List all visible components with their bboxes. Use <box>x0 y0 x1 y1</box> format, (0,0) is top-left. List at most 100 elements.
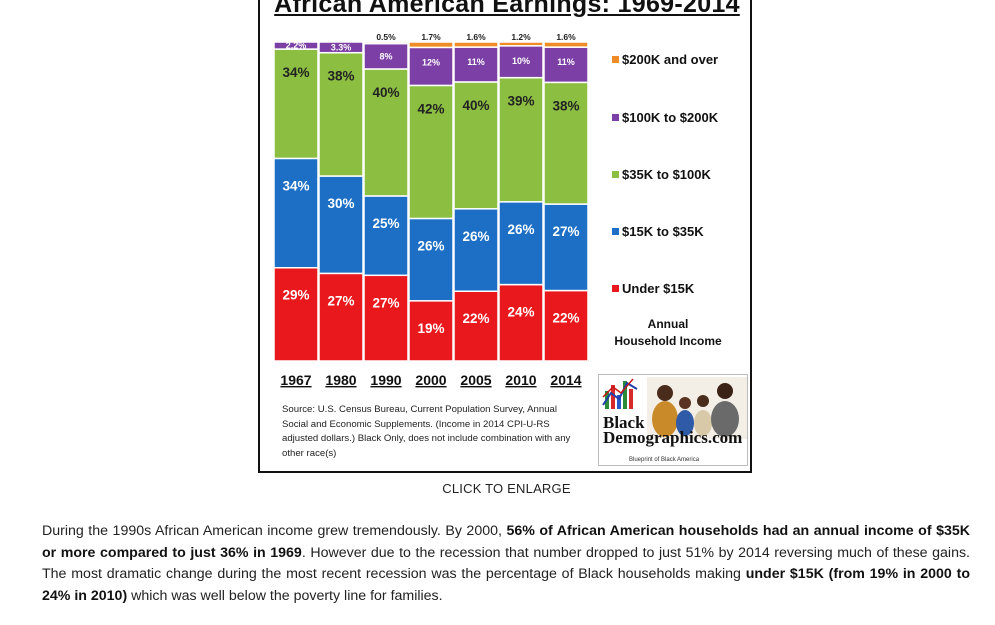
data-label-1967-3: 2.2% <box>286 41 307 51</box>
bar-segment-2014-1 <box>543 203 589 292</box>
legend-label: $15K to $35K <box>622 224 704 239</box>
bar-segment-2010-4 <box>498 41 544 47</box>
bar-segment-1967-1 <box>273 157 319 269</box>
paragraph-text-3: which was well below the poverty line fo… <box>127 587 443 604</box>
bar-segment-2000-4 <box>408 41 454 49</box>
logo-tagline: Blueprint of Black America <box>629 457 700 463</box>
data-label-2005-1: 26% <box>462 229 489 244</box>
data-label-1967-2: 34% <box>282 65 309 80</box>
bar-segment-2000-0 <box>408 300 454 362</box>
legend-item-35k-100k: $35K to $100K <box>612 167 711 182</box>
legend-swatch <box>612 228 619 235</box>
data-label-1980-1: 30% <box>327 196 354 211</box>
bar-segment-2000-2 <box>408 84 454 220</box>
logo-wordmark: Black Demographics.com <box>603 413 747 447</box>
data-label-2000-3: 12% <box>422 57 440 67</box>
paragraph-bold-1: 56% of African American households had a… <box>42 523 970 561</box>
data-label-2005-0: 22% <box>462 311 489 326</box>
paragraph-text-2: . However due to the recession that numb… <box>42 544 970 583</box>
data-label-2014-1: 27% <box>552 224 579 239</box>
data-label-2014-4: 1.6% <box>556 32 576 42</box>
data-label-1980-0: 27% <box>327 293 354 308</box>
bar-segment-1990-1 <box>363 195 409 277</box>
legend-caption-line2: Household Income <box>614 334 722 348</box>
bar-segment-2005-1 <box>453 208 499 292</box>
x-tick-label-2014: 2014 <box>550 372 581 388</box>
data-label-2010-4: 1.2% <box>511 32 531 42</box>
data-label-2000-2: 42% <box>417 101 444 116</box>
legend-label: $200K and over <box>622 52 719 67</box>
chart-figure[interactable]: African American Earnings: 1969-2014 29%… <box>258 0 752 473</box>
mini-chart-icon <box>602 378 638 409</box>
bar-segment-1990-2 <box>363 68 409 197</box>
data-label-1990-0: 27% <box>372 295 399 310</box>
data-label-1990-2: 40% <box>372 85 399 100</box>
black-demographics-logo[interactable]: Black Demographics.com Blueprint of Blac… <box>598 374 748 466</box>
bar-segment-1980-2 <box>318 51 364 177</box>
bar-segment-2010-1 <box>498 201 544 286</box>
data-label-2000-1: 26% <box>417 238 444 253</box>
chart-title: African American Earnings: 1969-2014 <box>274 0 740 18</box>
article-paragraph: During the 1990s African American income… <box>42 521 970 607</box>
bar-segment-1967-3 <box>273 41 319 50</box>
legend-item-under-15k: Under $15K <box>612 281 694 296</box>
paragraph-bold-2: under $15K (from 19% in 2000 to 24% in 2… <box>42 566 971 604</box>
bar-segment-1990-3 <box>363 42 409 70</box>
bar-segment-2005-4 <box>453 41 499 48</box>
bar-segment-2014-0 <box>543 289 589 362</box>
bar-segment-1967-2 <box>273 48 319 160</box>
source-note: Source: U.S. Census Bureau, Current Popu… <box>282 404 571 459</box>
legend-swatch <box>612 56 619 63</box>
bar-segment-2005-3 <box>453 46 499 83</box>
data-label-2014-0: 22% <box>552 311 579 326</box>
data-label-2005-3: 11% <box>467 57 485 67</box>
data-label-2005-2: 40% <box>462 98 489 113</box>
legend-label: $100K to $200K <box>622 110 719 125</box>
logo-line1: Black <box>603 413 645 432</box>
legend-caption-line1: Annual <box>647 317 689 331</box>
x-tick-label-1990: 1990 <box>370 372 401 388</box>
data-label-2014-2: 38% <box>552 98 579 113</box>
legend-label: $35K to $100K <box>622 167 711 182</box>
data-label-2010-2: 39% <box>507 94 534 109</box>
bar-segment-1990-0 <box>363 274 409 362</box>
family-photo-icon <box>647 377 747 439</box>
legend-swatch <box>612 285 619 292</box>
data-label-1990-3: 8% <box>379 51 392 61</box>
data-label-1980-3: 3.3% <box>331 42 352 52</box>
logo-graphic <box>602 377 747 439</box>
data-label-2010-3: 10% <box>512 56 530 66</box>
bar-segment-1980-1 <box>318 175 364 275</box>
x-tick-label-2000: 2000 <box>415 372 446 388</box>
data-label-2010-1: 26% <box>507 222 534 237</box>
bar-segment-2010-3 <box>498 45 544 79</box>
legend-swatch <box>612 114 619 121</box>
legend-swatch <box>612 171 619 178</box>
data-label-2000-4: 1.7% <box>421 32 441 42</box>
bar-segment-1980-0 <box>318 272 364 362</box>
stacked-bar-chart: 29% 34% 34% 2.2% 1967 27% 30% 38% 3.3% 1980 27% 25%… <box>273 32 589 388</box>
bar-segment-1980-3 <box>318 41 364 54</box>
click-to-enlarge-link[interactable]: CLICK TO ENLARGE <box>442 481 571 496</box>
data-label-1990-1: 25% <box>372 216 399 231</box>
bar-segment-2014-4 <box>543 41 589 48</box>
x-tick-label-2005: 2005 <box>460 372 491 388</box>
legend-caption: Annual Household Income <box>600 316 736 350</box>
data-label-1967-1: 34% <box>282 178 309 193</box>
x-tick-label-1980: 1980 <box>325 372 356 388</box>
data-label-2010-0: 24% <box>507 305 534 320</box>
bar-segment-1967-0 <box>273 266 319 362</box>
data-label-2005-4: 1.6% <box>466 32 486 42</box>
data-label-1967-0: 29% <box>282 288 309 303</box>
bar-segment-2014-2 <box>543 81 589 205</box>
bar-segment-2005-0 <box>453 290 499 362</box>
bar-segment-2000-3 <box>408 46 454 87</box>
bar-segment-2010-0 <box>498 283 544 362</box>
bar-segment-1990-4 <box>363 41 409 45</box>
legend-item-200k-over: $200K and over <box>612 52 718 67</box>
data-label-1990-4: 0.5% <box>376 32 396 42</box>
logo-line2: Demographics.com <box>603 428 743 447</box>
data-label-1980-2: 38% <box>327 69 354 84</box>
bar-segment-2000-1 <box>408 217 454 302</box>
legend-item-15k-35k: $15K to $35K <box>612 224 704 239</box>
